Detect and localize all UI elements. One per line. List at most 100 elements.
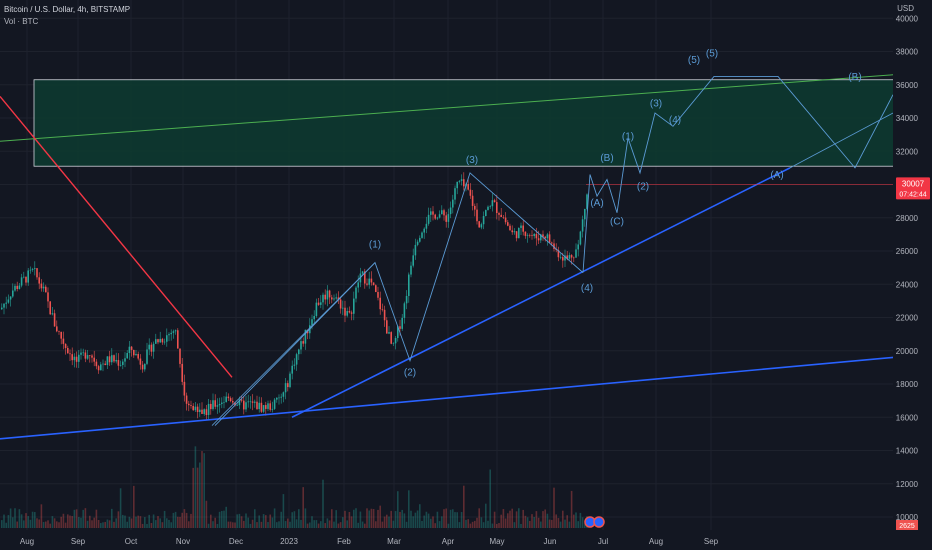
volume-bar: [256, 522, 258, 528]
candle-body: [361, 271, 364, 274]
price-tick-label: 14000: [896, 447, 919, 456]
candle-body: [155, 339, 157, 344]
volume-bar: [38, 519, 40, 528]
candle-body: [86, 355, 89, 359]
volume-bar: [377, 509, 379, 528]
volume-bar: [361, 521, 364, 528]
volume-bar: [515, 511, 518, 528]
volume-bar: [82, 509, 84, 528]
volume-bar: [104, 521, 106, 528]
volume-bar: [254, 509, 256, 528]
candle-body: [284, 383, 287, 393]
candle-body: [14, 285, 16, 291]
candle-body: [166, 335, 168, 342]
candle-body: [126, 353, 128, 359]
candle-body: [276, 397, 278, 400]
volume-tag: [896, 520, 918, 530]
candle-body: [188, 403, 190, 406]
volume-bar: [449, 509, 452, 528]
candle-body: [243, 400, 245, 410]
candle-body: [64, 343, 67, 349]
candle-body: [258, 402, 260, 410]
candle-body: [119, 364, 122, 366]
trend-lines: [0, 74, 894, 440]
volume-bar: [416, 510, 419, 528]
candle-body: [557, 250, 560, 258]
volume-bar: [504, 518, 507, 528]
volume-bar: [267, 522, 269, 528]
candle-body: [566, 255, 568, 259]
candle-body: [287, 383, 289, 388]
candle-body: [575, 249, 577, 258]
candle-body: [401, 317, 403, 329]
volume-bar: [245, 513, 247, 528]
candle-body: [551, 242, 553, 244]
volume-bar: [394, 511, 397, 528]
candle-body: [20, 277, 23, 286]
volume-bar: [562, 510, 564, 528]
volume-bar: [344, 510, 346, 528]
candle-body: [370, 278, 373, 283]
volume-bar: [467, 519, 469, 528]
volume-bar: [566, 515, 568, 528]
candle-body: [449, 207, 452, 215]
volume-bar: [102, 522, 104, 528]
candle-body: [260, 402, 263, 412]
candle-body: [137, 353, 139, 359]
volume-bar: [174, 511, 177, 528]
wave-label: (4): [669, 115, 681, 126]
volume-bar: [276, 522, 278, 528]
volume-bar: [1, 520, 3, 528]
candle-body: [562, 257, 564, 261]
candle-body: [432, 211, 434, 215]
historical-wave-path: [214, 172, 584, 426]
candle-body: [115, 360, 117, 362]
volume-bar: [86, 520, 89, 528]
candle-body: [333, 298, 335, 300]
candle-body: [416, 241, 419, 245]
candle-body: [410, 265, 412, 275]
candle-body: [524, 231, 527, 236]
volume-bar: [282, 494, 285, 528]
candle-body: [104, 363, 106, 366]
volume-bar: [392, 520, 395, 528]
volume-bar: [493, 511, 496, 528]
candle-body: [414, 244, 417, 256]
candle-body: [93, 357, 95, 362]
volume-bar: [359, 511, 362, 528]
time-axis: Aug Sep Oct Nov Dec 2023 Feb Mar Apr May Jun Jul Aug…: [0, 532, 932, 550]
volume-bar: [9, 508, 12, 528]
candle-body: [40, 283, 43, 289]
candle-body: [135, 353, 137, 356]
wave-label: (1): [622, 132, 634, 143]
candle-body: [322, 294, 324, 303]
volume-bar: [27, 516, 29, 528]
descending-resistance-line: [0, 95, 233, 378]
candle-body: [53, 313, 56, 327]
volume-bar: [399, 511, 401, 528]
volume-bar: [458, 522, 461, 528]
candle-body: [210, 403, 212, 410]
candle-body: [122, 361, 124, 365]
candle-body: [568, 255, 571, 259]
candle-body: [170, 332, 172, 335]
candle-body: [295, 354, 298, 365]
candle-body: [388, 332, 390, 334]
candle-body: [412, 255, 414, 266]
volume-bar: [509, 510, 511, 528]
volume-label: Vol · BTC: [4, 17, 39, 26]
candle-body: [456, 181, 458, 189]
candle-body: [146, 349, 148, 364]
candle-body: [163, 341, 166, 343]
candle-body: [504, 217, 507, 223]
candle-body: [337, 297, 340, 300]
candle-body: [544, 236, 546, 239]
volume-bar: [403, 513, 406, 528]
volume-bar: [141, 523, 144, 528]
volume-bar: [469, 523, 472, 528]
volume-bar: [482, 522, 485, 528]
candle-body: [67, 348, 69, 354]
candle-body: [234, 402, 236, 406]
candle-body: [498, 213, 500, 215]
volume-bar: [56, 521, 58, 528]
